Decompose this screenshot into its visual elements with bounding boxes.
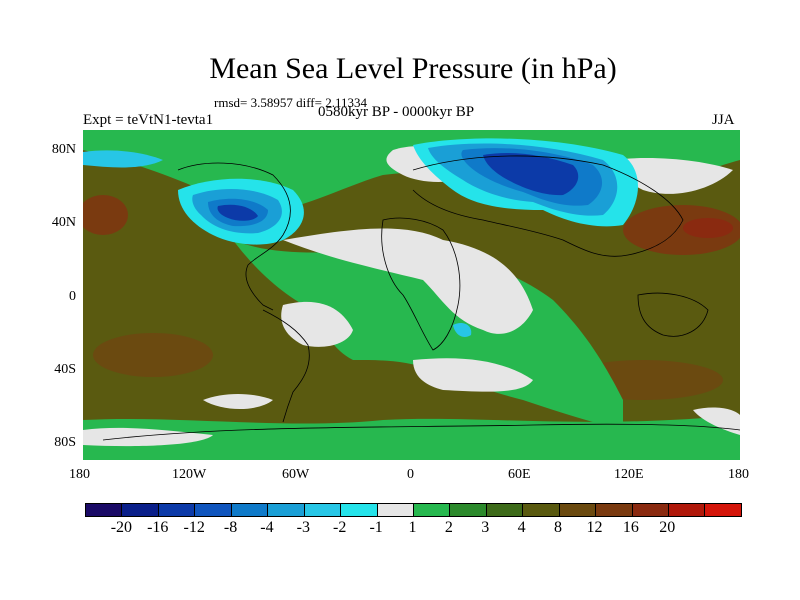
colorbar-swatch xyxy=(559,504,597,516)
contour-region xyxy=(413,358,533,392)
contour-region xyxy=(83,427,213,447)
colorbar-label: 8 xyxy=(554,519,563,536)
colorbar-swatch xyxy=(304,504,342,516)
contour-region xyxy=(483,153,579,196)
y-tick: 40N xyxy=(51,215,76,230)
colorbar-label: 12 xyxy=(586,519,603,536)
contour-region xyxy=(683,218,733,238)
colorbar-swatch xyxy=(158,504,196,516)
colorbar-swatch xyxy=(413,504,451,516)
contour-region xyxy=(203,394,273,409)
colorbar-label: 3 xyxy=(481,519,490,536)
colorbar-label: -20 xyxy=(110,519,133,536)
colorbar-label: -1 xyxy=(369,519,383,536)
x-tick: 120W xyxy=(172,467,207,482)
contour-region xyxy=(83,415,740,460)
colorbar-label: 1 xyxy=(408,519,417,536)
y-tick: 40S xyxy=(54,362,76,377)
colorbar-label: -16 xyxy=(147,519,169,536)
colorbar-swatch xyxy=(486,504,524,516)
colorbar-swatch xyxy=(231,504,269,516)
contour-region xyxy=(83,195,128,235)
colorbar-swatch xyxy=(86,504,123,516)
x-tick: 180 xyxy=(69,467,90,482)
colorbar-swatch xyxy=(341,504,378,516)
period-label: 0580kyr BP - 0000kyr BP xyxy=(318,104,475,120)
colorbar-swatch xyxy=(450,504,487,516)
x-tick: 0 xyxy=(407,467,414,482)
x-tick: 60W xyxy=(282,467,310,482)
colorbar-label: -3 xyxy=(296,519,310,536)
colorbar-label: -2 xyxy=(333,519,347,536)
colorbar-label: -4 xyxy=(260,519,274,536)
colorbar-swatch xyxy=(596,504,633,516)
contour-region xyxy=(83,150,163,168)
y-tick: 80S xyxy=(54,435,76,450)
pressure-map xyxy=(83,130,740,460)
x-tick: 60E xyxy=(508,467,531,482)
colorbar-swatch xyxy=(669,504,706,516)
contour-region xyxy=(693,407,740,435)
colorbar-label: -8 xyxy=(223,519,238,536)
contour-region xyxy=(623,205,740,255)
coastlines xyxy=(102,155,740,441)
experiment-label: Expt = teVtN1-tevta1 xyxy=(83,112,214,128)
stats-label: rmsd= 3.58957 diff= 2.11334 xyxy=(214,95,367,110)
contour-region xyxy=(281,301,353,347)
y-tick: 0 xyxy=(69,289,76,304)
x-tick: 180 xyxy=(728,467,749,482)
y-tick: 80N xyxy=(51,142,76,157)
x-tick: 120E xyxy=(614,467,644,482)
colorbar-swatch xyxy=(122,504,159,516)
contour-region xyxy=(453,323,472,337)
colorbar-label: 4 xyxy=(517,519,526,536)
colorbar-label: 16 xyxy=(622,519,639,536)
colorbar-label: -12 xyxy=(183,519,205,536)
colorbar-swatch xyxy=(632,504,669,516)
colorbar xyxy=(85,503,742,517)
contour-region xyxy=(613,158,733,194)
colorbar-label: 2 xyxy=(444,519,453,536)
colorbar-swatch xyxy=(705,504,741,516)
colorbar-swatch xyxy=(268,504,305,516)
colorbar-swatch xyxy=(195,504,232,516)
season-label: JJA xyxy=(712,112,735,128)
colorbar-swatch xyxy=(523,504,560,516)
contour-region xyxy=(283,228,533,334)
map-title: Mean Sea Level Pressure (in hPa) xyxy=(209,52,617,85)
colorbar-swatch xyxy=(377,504,414,516)
contour-region xyxy=(93,333,213,377)
contour-region xyxy=(217,204,258,221)
colorbar-label: 20 xyxy=(659,519,676,536)
